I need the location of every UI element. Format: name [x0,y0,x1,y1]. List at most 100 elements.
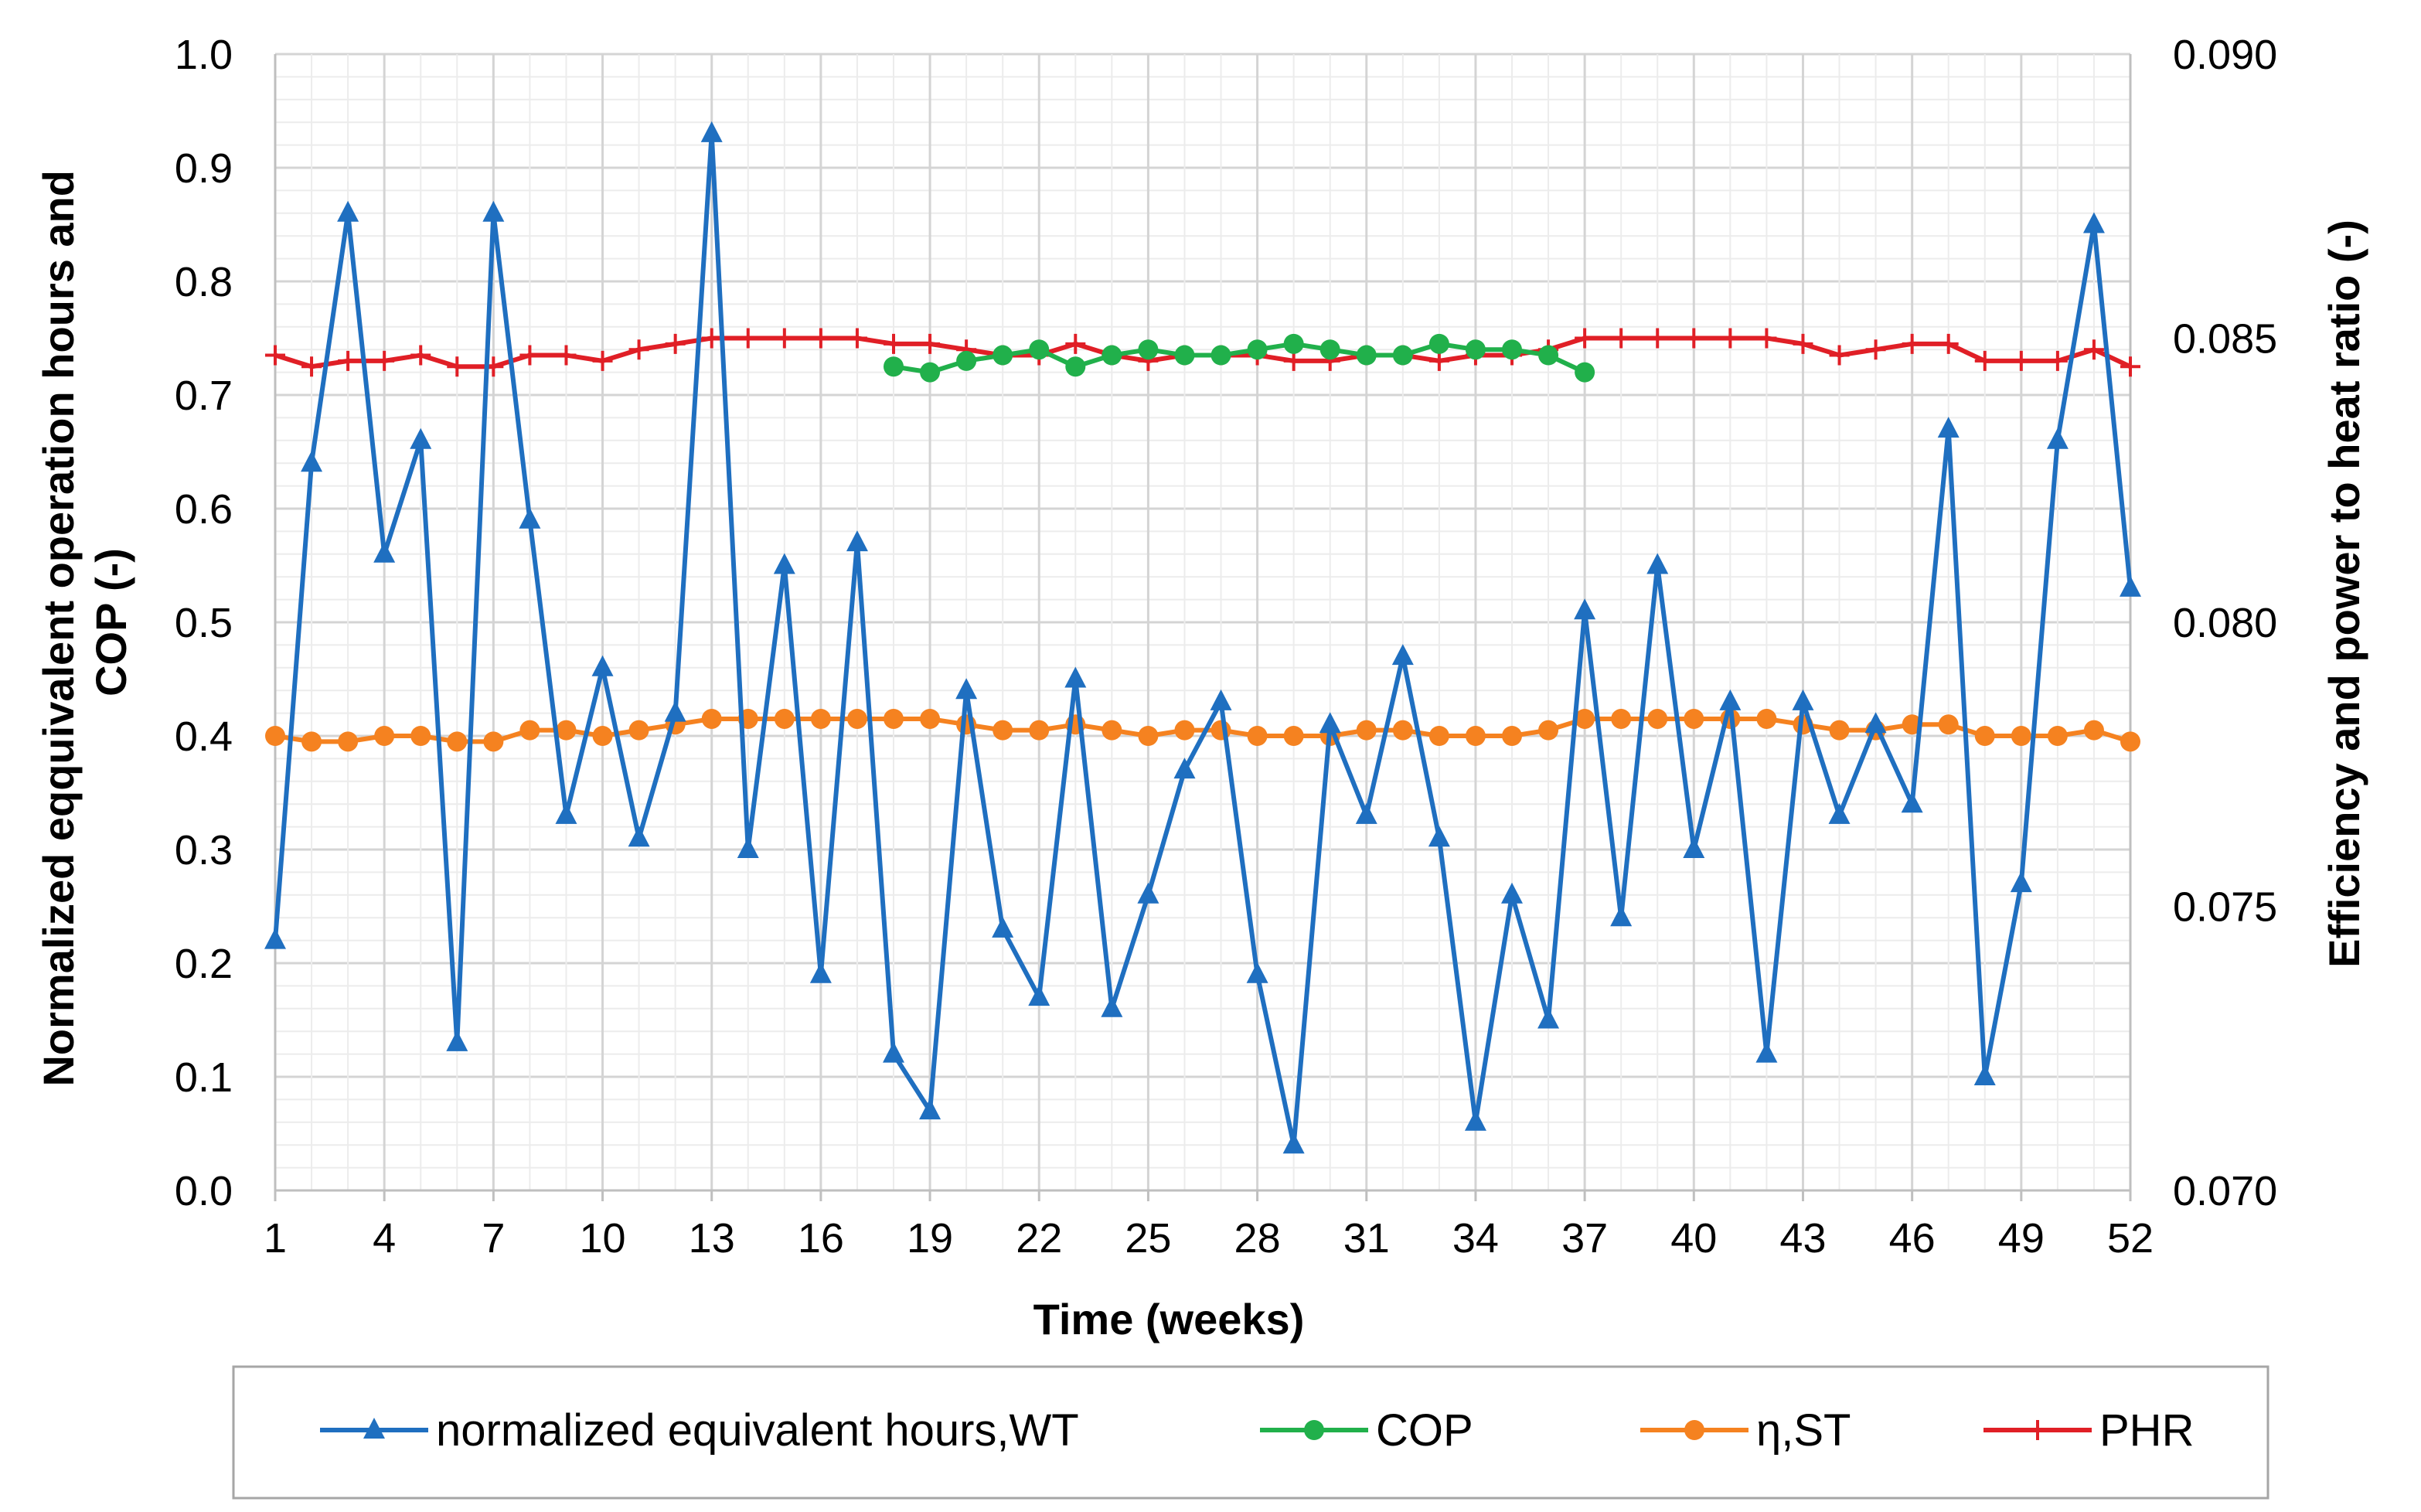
y-left-axis-title: Normalized eqquivalent operation hours a… [34,158,135,1086]
data-point [1319,339,1340,360]
series [264,121,2141,1154]
data-point [1028,985,1050,1006]
data-point [2046,427,2069,449]
y-left-tick-label: 0.1 [175,1054,233,1101]
data-point [700,121,723,142]
data-point [592,350,613,371]
data-point [1684,708,1704,729]
data-point [1102,720,1122,741]
x-tick-label: 46 [1889,1215,1936,1262]
legend-swatch-marker [1684,1420,1704,1440]
legend-box [232,1365,2269,1500]
data-point [1647,708,1668,729]
y-left-tick-label: 0.6 [175,486,233,533]
data-point [919,1098,942,1120]
data-point [701,328,722,349]
x-tick-label: 25 [1125,1215,1171,1262]
legend-item: η,ST [1640,1405,1851,1456]
data-point [1683,837,1705,858]
data-point [1611,328,1632,349]
legend-item: COP [1260,1405,1473,1456]
data-point [1610,905,1633,927]
y-right-tick-labels: 0.070 0.075 0.080 0.085 0.090 [2173,32,2277,1214]
data-point [1538,720,1559,741]
data-point [883,1041,904,1063]
data-point [846,328,867,349]
y-left-tick-label: 1.0 [175,32,233,78]
data-point [809,962,832,983]
x-tick-label: 19 [907,1215,953,1262]
data-point [2083,720,2104,741]
data-point [628,339,649,360]
data-point [1902,333,1922,354]
y-right-axis-title: Efficiency and power to heat ratio (-) [2320,220,2368,968]
legend-swatch-marker [2028,1420,2048,1440]
data-point [1247,726,1268,746]
x-tick-label: 13 [689,1215,735,1262]
data-point [265,726,285,746]
data-point [1283,333,1304,354]
grid-lines [274,53,2132,1192]
data-point [410,726,431,746]
data-point [1828,802,1851,824]
y-left-tick-label: 0.0 [175,1168,233,1214]
legend-swatch-marker [363,1418,385,1439]
data-point [1392,345,1413,366]
data-point [737,837,759,858]
data-point [2011,350,2031,371]
data-point [993,345,1013,366]
data-point [264,928,286,949]
data-point [1901,792,1923,813]
y-right-tick-label: 0.070 [2173,1168,2277,1214]
data-point [1174,720,1195,741]
data-point [628,720,649,741]
y-right-tick-label: 0.085 [2173,316,2277,363]
y-right-tick-label: 0.080 [2173,600,2277,646]
data-point [1938,714,1959,735]
data-point [1428,350,1449,371]
x-tick-label: 7 [482,1215,505,1262]
data-point [1064,666,1087,688]
data-point [920,708,941,729]
data-point [1356,720,1377,741]
data-point [1392,720,1413,741]
x-tick-label: 10 [579,1215,625,1262]
data-point [1246,962,1268,983]
y-left-tick-label: 0.4 [175,713,233,760]
data-point [374,350,395,371]
data-point [519,720,540,741]
data-point [482,200,505,222]
data-point [1101,996,1123,1017]
legend-item: PHR [1983,1405,2194,1456]
data-point [846,530,868,552]
data-point [519,507,541,529]
data-point [1029,339,1050,360]
data-point [1647,328,1668,349]
data-point [1428,726,1449,746]
y-left-axis-title-line-1: Normalized eqquivalent operation hours a… [34,170,83,1087]
data-point [1537,1007,1560,1029]
axes [274,54,2132,1201]
data-point [846,708,867,729]
data-point [1973,1064,1996,1085]
data-point [1283,726,1304,746]
data-point [1829,720,1850,741]
series-line [273,131,2133,1148]
data-point [1502,339,1522,360]
data-point [301,356,322,377]
data-point [1938,333,1959,354]
series-1 [884,333,1595,383]
data-point [410,345,431,366]
x-tick-label: 4 [373,1215,396,1262]
data-point [2120,356,2140,377]
x-tick-label: 28 [1234,1215,1281,1262]
data-point [1574,598,1596,620]
data-point [1974,726,1995,746]
data-point [1283,350,1304,371]
data-point [956,350,977,371]
data-point [265,345,285,366]
data-point [1465,726,1486,746]
data-point [447,356,468,377]
data-point [2083,339,2104,360]
data-point [301,731,322,752]
